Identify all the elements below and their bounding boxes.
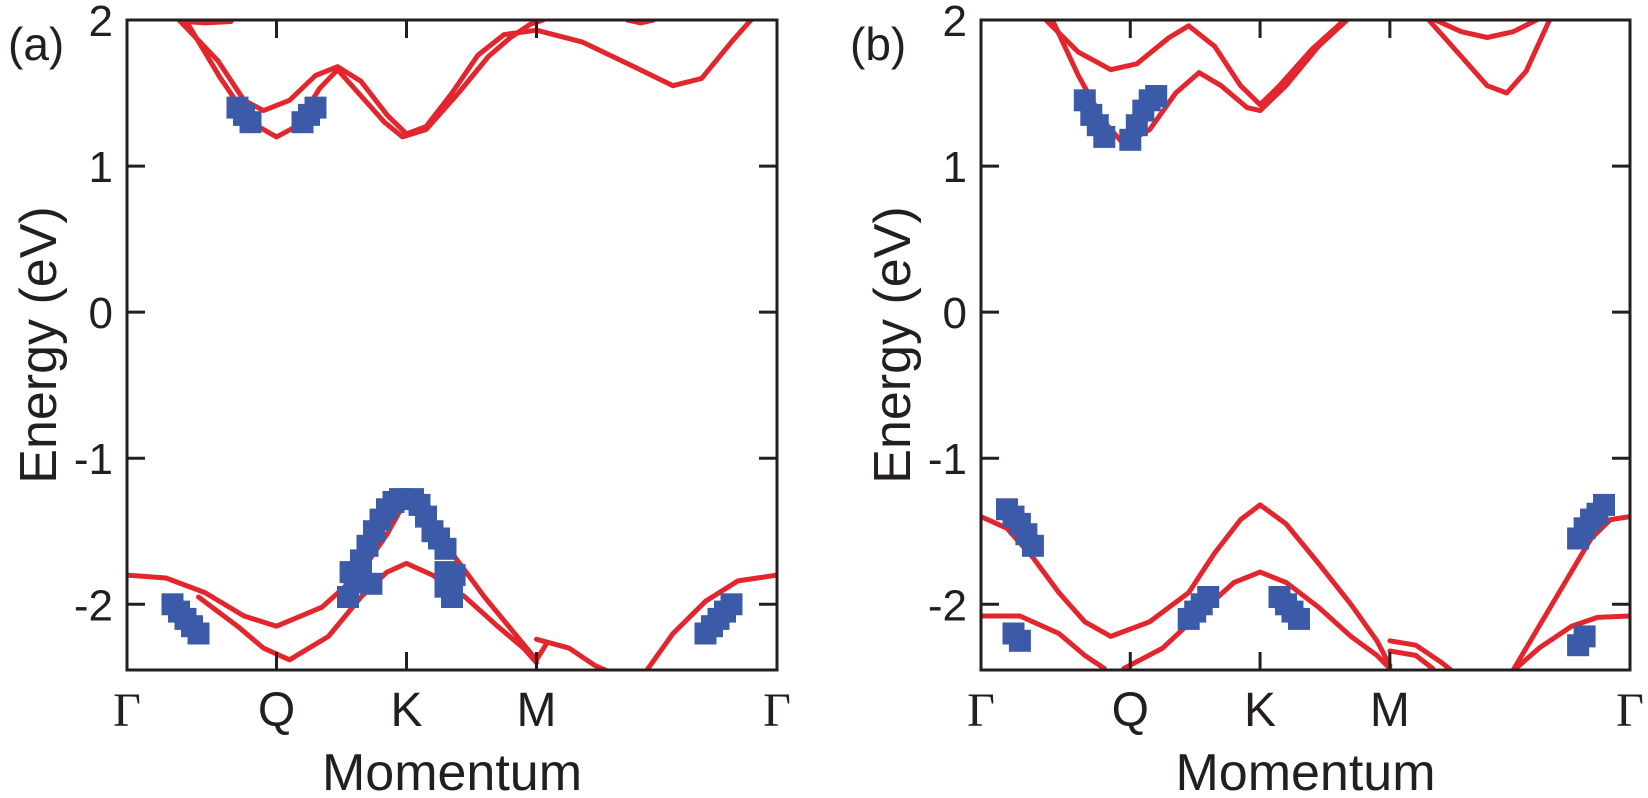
y-tick-label: 0 — [89, 289, 113, 338]
x-axis-label: Momentum — [1175, 744, 1435, 798]
projection-marker — [1008, 629, 1031, 652]
band-line-2 — [1432, 20, 1539, 40]
band-line-6 — [1121, 569, 1393, 670]
y-tick-label: 0 — [943, 289, 967, 338]
panel-label: (a) — [8, 18, 64, 70]
projection-marker — [1288, 607, 1310, 630]
projection-marker — [720, 593, 743, 616]
y-tick-label: -2 — [928, 581, 967, 630]
projection-marker — [1093, 125, 1116, 148]
band-line-2 — [183, 20, 234, 26]
band-line-3 — [1426, 20, 1552, 96]
x-tick-label: Γ — [113, 684, 141, 737]
bands — [127, 20, 777, 670]
plot-frame — [979, 18, 1632, 672]
projection-marker — [1197, 586, 1220, 608]
projection-marker — [1593, 493, 1615, 516]
bands — [981, 20, 1630, 670]
projection-marker — [1573, 625, 1596, 648]
y-tick-label: -1 — [928, 435, 967, 484]
band-line-4 — [127, 496, 549, 663]
panel-a: 2 1 0 -1 -2 Γ Q K M Γ Energy (eV) Momentum (a) — [8, 0, 791, 798]
x-tick-label: M — [1370, 684, 1410, 737]
x-tick-label: K — [390, 684, 422, 737]
band-line-6 — [534, 636, 608, 670]
y-axis-label: Energy (eV) — [10, 206, 68, 483]
projection-marker — [441, 586, 463, 608]
projection-marker — [694, 622, 717, 645]
projection-markers — [161, 96, 743, 645]
band-line-0 — [176, 20, 754, 137]
x-tick-label: Γ — [1616, 684, 1644, 737]
x-tick-label: Γ — [967, 684, 995, 737]
x-tick-label: M — [517, 684, 557, 737]
band-line-7 — [1387, 638, 1454, 670]
band-line-4 — [981, 502, 1393, 669]
x-axis-label: Momentum — [322, 744, 582, 798]
projection-marker — [1021, 534, 1044, 557]
y-axis-label: Energy (eV) — [864, 206, 922, 483]
y-tick-label: -2 — [74, 581, 113, 630]
band-line-8 — [1387, 648, 1436, 670]
projection-markers — [996, 85, 1615, 657]
x-tick-label: Q — [258, 684, 295, 737]
band-line-7 — [644, 572, 777, 670]
projection-marker — [434, 537, 457, 560]
y-tick-label: 1 — [89, 143, 113, 192]
y-tick-label: 2 — [89, 0, 113, 46]
projection-marker — [239, 111, 262, 134]
projection-marker — [187, 622, 210, 645]
x-tick-label: Γ — [763, 684, 791, 737]
projection-marker — [304, 96, 327, 119]
band-line-1 — [183, 20, 546, 140]
projection-marker — [1145, 85, 1168, 107]
y-tick-label: -1 — [74, 435, 113, 484]
x-tick-label: Q — [1112, 684, 1149, 737]
projection-marker — [360, 572, 383, 595]
band-line-5 — [981, 613, 1107, 670]
x-tick-label: K — [1244, 684, 1276, 737]
panel-label: (b) — [850, 18, 906, 70]
band-line-10 — [1513, 613, 1630, 670]
y-tick-label: 2 — [943, 0, 967, 46]
band-line-5 — [196, 560, 539, 666]
y-tick-label: 1 — [943, 143, 967, 192]
panel-b: 2 1 0 -1 -2 Γ Q K M Γ Energy (eV) Momentum (b) — [850, 0, 1644, 798]
plot-frame — [125, 18, 779, 672]
band-line-0 — [1043, 20, 1347, 108]
band-line-9 — [1510, 514, 1630, 670]
